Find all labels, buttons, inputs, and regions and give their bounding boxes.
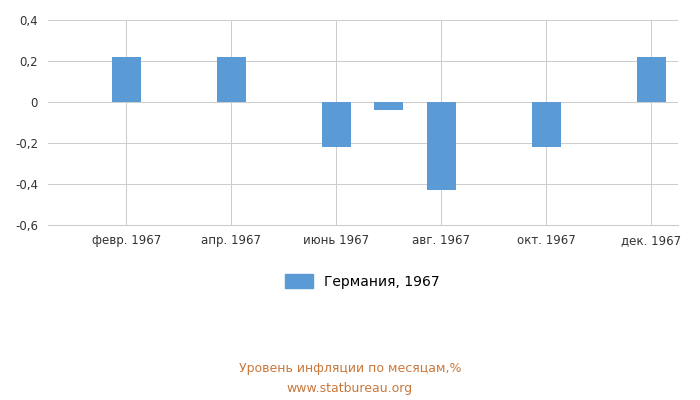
Bar [112,57,141,102]
Text: Уровень инфляции по месяцам,%: Уровень инфляции по месяцам,% [239,362,461,375]
Bar [322,102,351,147]
Bar [217,57,246,102]
Text: www.statbureau.org: www.statbureau.org [287,382,413,395]
Bar [637,57,666,102]
Bar [532,102,561,147]
Legend: Германия, 1967: Германия, 1967 [280,268,445,294]
Bar [427,102,456,190]
Bar [374,102,403,110]
